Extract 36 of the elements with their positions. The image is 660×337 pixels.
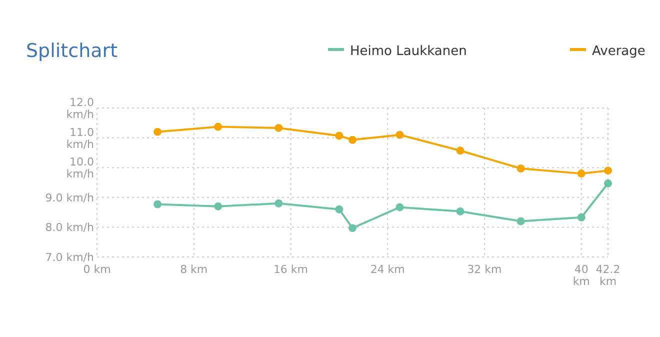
legend-label: Average <box>592 44 646 59</box>
x-tick-label: 8 km <box>180 263 208 276</box>
point <box>577 170 586 178</box>
point <box>274 199 283 208</box>
chart-title: Splitchart <box>26 40 118 62</box>
x-tick-label: 16 km <box>273 263 308 276</box>
point <box>396 203 404 212</box>
point <box>396 130 404 139</box>
point <box>154 128 162 136</box>
point <box>604 166 612 175</box>
point <box>516 164 525 172</box>
y-tick-label: 10.0 km/h <box>66 156 94 181</box>
y-tick-label: 8.0 km/h <box>45 221 94 234</box>
point <box>456 146 464 155</box>
point <box>604 179 612 188</box>
y-tick-label: 12.0 km/h <box>66 96 94 121</box>
point <box>214 122 222 131</box>
x-tick-label: 0 km <box>83 263 111 276</box>
point <box>335 132 344 140</box>
point <box>348 224 356 232</box>
x-tick-label: 32 km <box>467 263 502 276</box>
x-tick-label: 42.2 km <box>596 263 620 288</box>
point <box>274 124 283 132</box>
point <box>456 207 464 216</box>
point <box>154 200 162 208</box>
point <box>214 202 222 210</box>
point <box>516 217 525 226</box>
point <box>577 213 586 222</box>
point <box>335 205 344 214</box>
y-tick-label: 11.0 km/h <box>66 126 94 151</box>
x-tick-label: 24 km <box>370 263 405 276</box>
point <box>348 136 356 144</box>
y-tick-label: 9.0 km/h <box>45 191 94 204</box>
legend-label: Heimo Laukkanen <box>350 44 467 59</box>
y-tick-label: 7.0 km/h <box>45 251 94 264</box>
x-tick-label: 40 km <box>572 263 590 288</box>
